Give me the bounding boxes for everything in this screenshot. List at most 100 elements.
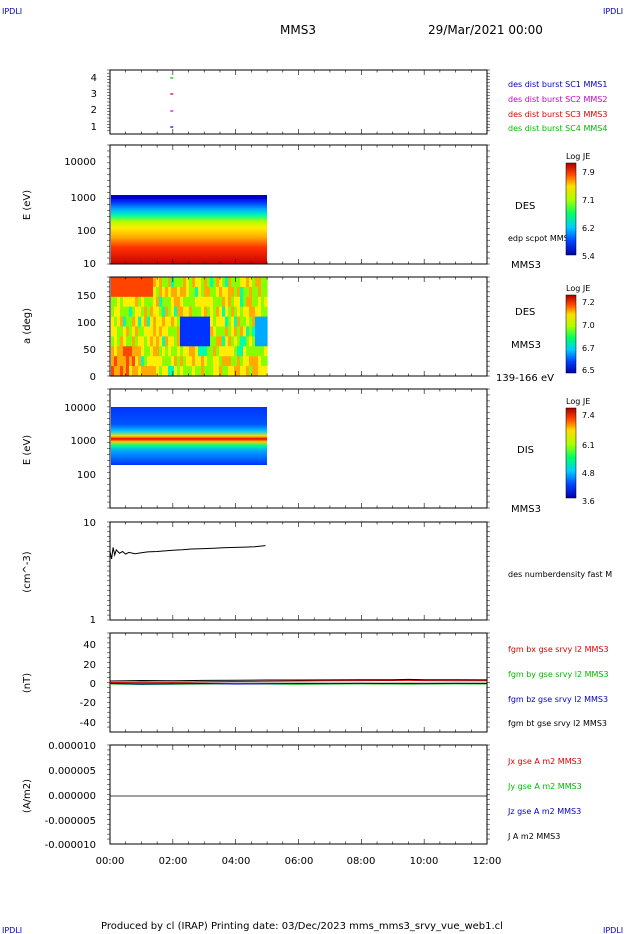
pitch-cell xyxy=(159,306,163,318)
pitch-cell xyxy=(198,336,202,347)
pitch-cell xyxy=(225,296,229,308)
pitch-cell xyxy=(186,306,190,318)
pitch-cell xyxy=(246,316,250,328)
pitch-cell xyxy=(126,306,130,318)
pitch-cell xyxy=(234,336,238,347)
pitch-cell xyxy=(129,296,133,308)
bfield-bx-line xyxy=(109,679,488,683)
pitch-cell xyxy=(207,277,211,288)
pitch-cell xyxy=(186,326,190,337)
pitch-cell xyxy=(231,366,235,377)
pitch-cell xyxy=(216,286,220,298)
panel-density: 10 1 (cm^-3) des numberdensity fast M xyxy=(22,518,612,626)
pitch-cell xyxy=(159,366,163,377)
pitch-cell xyxy=(195,316,199,328)
pitch-cell xyxy=(249,306,253,318)
des-energy-cbar-tick-0: 7.9 xyxy=(582,168,595,177)
pitch-cell xyxy=(189,346,193,357)
pitch-cell xyxy=(252,326,256,337)
bfield-legend-by: fgm by gse srvy l2 MMS3 xyxy=(508,670,609,679)
pitch-cell xyxy=(243,366,247,377)
pitch-cell xyxy=(201,336,205,347)
pitch-cell xyxy=(246,336,250,347)
pitch-cell xyxy=(249,316,253,328)
pitch-cell xyxy=(183,277,187,288)
pitch-ytick-50: 50 xyxy=(83,345,96,356)
pitch-cell xyxy=(246,277,250,288)
pitch-cell xyxy=(252,366,256,377)
pitch-cell xyxy=(126,336,130,347)
pitch-cell xyxy=(186,356,190,367)
pitch-cell xyxy=(261,336,265,347)
pitch-cell xyxy=(195,277,199,288)
pitch-cell xyxy=(261,277,265,288)
pitch-cell xyxy=(135,316,139,328)
panel-des-pitch: 150 100 50 0 a (deg) DES MMS3 139-166 eV… xyxy=(22,276,595,384)
pitch-cell xyxy=(147,306,151,318)
pitch-cell xyxy=(180,316,184,328)
time-label-1: 02:00 xyxy=(159,856,188,867)
dis-colorbar-title: Log JE xyxy=(566,397,590,406)
pitch-cell xyxy=(180,346,184,357)
pitch-cell xyxy=(192,366,196,377)
pitch-cell xyxy=(171,277,175,288)
pitch-cell xyxy=(153,286,157,298)
pitch-cell xyxy=(111,277,115,288)
pitch-cell xyxy=(210,336,214,347)
pitch-cell xyxy=(222,326,226,337)
pitch-cell xyxy=(135,306,139,318)
pitch-cell xyxy=(225,336,229,347)
pitch-cell xyxy=(111,356,115,367)
pitch-cell xyxy=(222,306,226,318)
pitch-cell xyxy=(207,326,211,337)
pitch-cell xyxy=(150,366,154,377)
pitch-cell xyxy=(168,366,172,377)
pitch-cell xyxy=(258,326,262,337)
pitch-cell xyxy=(132,326,136,337)
pitch-cell xyxy=(138,316,142,328)
des-energy-instrument: DES xyxy=(515,201,535,212)
pitch-cell xyxy=(159,346,163,357)
pitch-cell xyxy=(192,316,196,328)
pitch-cell xyxy=(249,286,253,298)
pitch-cell xyxy=(222,277,226,288)
pitch-cell xyxy=(231,336,235,347)
pitch-cell xyxy=(243,296,247,308)
pitch-cell xyxy=(183,296,187,308)
footer-text: Produced by cl (IRAP) Printing date: 03/… xyxy=(101,921,503,932)
pitch-cell xyxy=(240,326,244,337)
pitch-cell xyxy=(114,366,118,377)
pitch-cell xyxy=(216,306,220,318)
pitch-cell xyxy=(111,366,115,377)
panel-burst: 4 3 2 1 des dist burst SC1 MMS1 des dist… xyxy=(91,69,607,135)
pitch-cell xyxy=(120,296,124,308)
pitch-cell xyxy=(174,336,178,347)
pitch-cell xyxy=(135,366,139,377)
pitch-cell xyxy=(141,296,145,308)
pitch-cell xyxy=(177,356,181,367)
pitch-cell xyxy=(255,286,259,298)
pitch-cell xyxy=(243,336,247,347)
pitch-cell xyxy=(249,336,253,347)
pitch-cell xyxy=(120,306,124,318)
pitch-cell xyxy=(168,326,172,337)
burst-legend-sc2: des dist burst SC2 MMS2 xyxy=(508,95,607,104)
pitch-cell xyxy=(123,277,127,288)
pitch-cell xyxy=(168,296,172,308)
pitch-cell xyxy=(111,296,115,308)
density-ytick-10: 10 xyxy=(83,518,96,529)
des-energy-spectrogram xyxy=(111,197,267,264)
pitch-cell xyxy=(162,306,166,318)
pitch-cell xyxy=(183,336,187,347)
pitch-cell xyxy=(243,326,247,337)
pitch-cell xyxy=(138,326,142,337)
pitch-cbar-tick-3: 6.5 xyxy=(582,366,595,375)
pitch-cell xyxy=(129,366,133,377)
pitch-cell xyxy=(252,296,256,308)
pitch-cell xyxy=(153,277,157,288)
pitch-cell xyxy=(156,336,160,347)
pitch-cell xyxy=(240,296,244,308)
pitch-cell xyxy=(210,326,214,337)
pitch-cell xyxy=(114,306,118,318)
pitch-cell xyxy=(159,336,163,347)
